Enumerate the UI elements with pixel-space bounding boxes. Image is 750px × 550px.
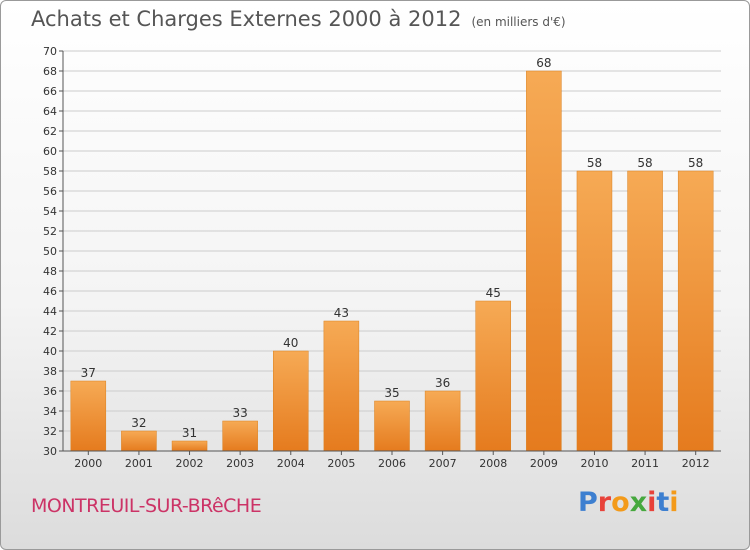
value-label-2002: 31 <box>182 426 197 440</box>
y-tick-label: 58 <box>43 165 57 178</box>
y-tick-label: 66 <box>43 85 57 98</box>
chart-title: Achats et Charges Externes 2000 à 2012 (e… <box>31 7 566 31</box>
x-tick-label-2009: 2009 <box>530 457 558 470</box>
bar-2007 <box>424 390 461 452</box>
y-tick-label: 46 <box>43 285 57 298</box>
x-tick-label-2000: 2000 <box>74 457 102 470</box>
x-tick-label-2004: 2004 <box>277 457 305 470</box>
x-tick-label-2005: 2005 <box>327 457 355 470</box>
bar-2009 <box>526 70 562 452</box>
value-label-2009: 68 <box>536 56 551 70</box>
bar-2011 <box>627 170 663 452</box>
y-tick-label: 50 <box>43 245 57 258</box>
y-tick-label: 32 <box>43 425 57 438</box>
x-tick-label-2003: 2003 <box>226 457 254 470</box>
title-unit: (en milliers d'€) <box>471 15 566 29</box>
y-tick-label: 68 <box>43 65 57 78</box>
value-label-2003: 33 <box>233 406 248 420</box>
bar-2003 <box>222 420 258 452</box>
y-tick-label: 64 <box>43 105 57 118</box>
x-tick-label-2002: 2002 <box>176 457 204 470</box>
proxiti-logo: Proxiti <box>578 487 679 518</box>
bar-2006 <box>374 400 410 452</box>
logo-letter: P <box>578 487 598 518</box>
y-tick-label: 70 <box>43 45 57 58</box>
value-label-2005: 43 <box>334 306 349 320</box>
y-tick-label: 44 <box>43 305 57 318</box>
logo-letter: x <box>629 487 648 518</box>
y-tick-label: 56 <box>43 185 57 198</box>
y-tick-label: 38 <box>43 365 57 378</box>
bar-2005 <box>323 320 360 452</box>
value-label-2011: 58 <box>637 156 652 170</box>
bar-2010 <box>576 170 613 452</box>
y-tick-label: 36 <box>43 385 57 398</box>
x-tick-label-2008: 2008 <box>479 457 507 470</box>
y-tick-label: 60 <box>43 145 57 158</box>
logo-letter: t <box>656 487 670 518</box>
y-tick-label: 48 <box>43 265 57 278</box>
title-text: Achats et Charges Externes 2000 à 2012 <box>31 7 462 31</box>
bar-2002 <box>171 440 208 452</box>
value-label-2004: 40 <box>283 336 298 350</box>
bar-2004 <box>273 350 309 452</box>
value-label-2000: 37 <box>81 366 96 380</box>
axes <box>59 50 721 455</box>
value-label-2010: 58 <box>587 156 602 170</box>
bar-2012 <box>677 170 714 452</box>
y-tick-label: 30 <box>43 445 57 458</box>
value-label-2012: 58 <box>688 156 703 170</box>
y-tick-label: 52 <box>43 225 57 238</box>
y-tick-label: 34 <box>43 405 57 418</box>
y-tick-label: 54 <box>43 205 57 218</box>
x-tick-label-2001: 2001 <box>125 457 153 470</box>
value-label-2001: 32 <box>131 416 146 430</box>
commune-name: MONTREUIL-SUR-BRêCHE <box>31 495 262 517</box>
bar-2000 <box>70 380 107 452</box>
logo-letter: i <box>669 487 679 518</box>
x-tick-label-2012: 2012 <box>682 457 710 470</box>
logo-letter: r <box>597 487 612 518</box>
bar-2008 <box>475 300 511 452</box>
x-tick-label-2010: 2010 <box>580 457 608 470</box>
y-tick-label: 42 <box>43 325 57 338</box>
x-tick-label-2011: 2011 <box>631 457 659 470</box>
value-label-2008: 45 <box>486 286 501 300</box>
logo-letter: i <box>647 487 657 518</box>
y-tick-label: 62 <box>43 125 57 138</box>
x-tick-label-2006: 2006 <box>378 457 406 470</box>
value-label-2007: 36 <box>435 376 450 390</box>
y-tick-label: 40 <box>43 345 57 358</box>
x-tick-label-2007: 2007 <box>429 457 457 470</box>
bars <box>70 70 714 452</box>
logo-letter: o <box>611 487 630 518</box>
labels: 30 32 34 36 38 40 42 44 46 48 50 52 54 56 58 60 62 64 66 68… <box>43 45 710 470</box>
bar-2001 <box>121 430 157 452</box>
value-label-2006: 35 <box>384 386 399 400</box>
